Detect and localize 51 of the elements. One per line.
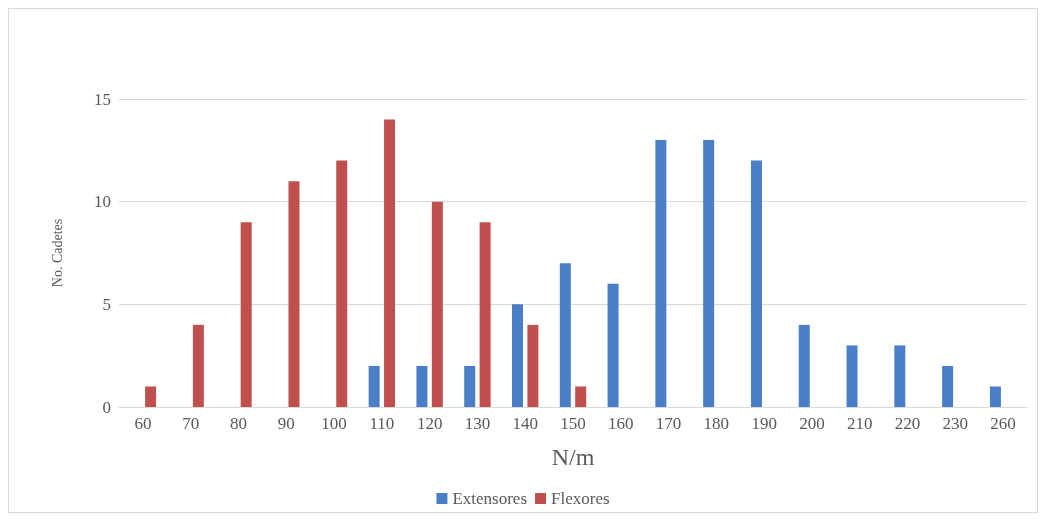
y-tick-label: 10 xyxy=(94,192,111,212)
bar xyxy=(703,140,715,407)
bar xyxy=(145,386,157,407)
legend-label: Flexores xyxy=(551,489,610,508)
bar xyxy=(894,345,906,407)
x-tick-label: 70 xyxy=(182,414,200,433)
x-tick-label: 130 xyxy=(464,414,491,433)
bar xyxy=(192,324,204,407)
x-tick-label: 150 xyxy=(560,414,586,433)
bar xyxy=(559,263,571,407)
bar xyxy=(798,324,810,407)
x-tick-label: 170 xyxy=(655,414,682,433)
bar xyxy=(846,345,858,407)
x-tick-label: 180 xyxy=(703,414,730,433)
y-axis-title: No. Cadetes xyxy=(49,218,65,288)
x-tick-label: 90 xyxy=(277,414,295,433)
x-tick-label: 210 xyxy=(846,414,873,433)
bar xyxy=(750,160,762,407)
bar xyxy=(384,119,396,407)
bar xyxy=(942,365,954,407)
x-tick-label: 260 xyxy=(990,414,1016,433)
bar xyxy=(655,140,667,407)
bar xyxy=(989,386,1001,407)
y-tick-label: 5 xyxy=(102,294,111,314)
bar xyxy=(527,324,539,407)
y-tick-label: 15 xyxy=(94,89,111,109)
legend-label: Extensores xyxy=(452,489,528,508)
bar xyxy=(431,201,443,407)
bar xyxy=(416,365,428,407)
x-tick-label: 120 xyxy=(416,414,443,433)
bar xyxy=(336,160,348,407)
x-tick-label: 230 xyxy=(942,414,969,433)
x-tick-label: 140 xyxy=(512,414,538,433)
bar xyxy=(368,365,380,407)
x-tick-label: 220 xyxy=(894,414,921,433)
x-tick-label: 60 xyxy=(134,414,152,433)
bar xyxy=(479,222,491,407)
y-tick-label: 0 xyxy=(102,397,111,417)
bar xyxy=(240,222,252,407)
x-tick-label: 80 xyxy=(229,414,247,433)
x-tick-label: 190 xyxy=(751,414,777,433)
x-tick-label: 200 xyxy=(799,414,825,433)
x-tick-label: 100 xyxy=(321,414,347,433)
bar xyxy=(607,283,619,407)
x-axis-title: N/m xyxy=(551,444,595,470)
bar xyxy=(464,365,476,407)
bar xyxy=(288,181,300,407)
x-tick-label: 110 xyxy=(369,414,395,433)
bar xyxy=(512,304,524,407)
bar xyxy=(575,386,587,407)
x-tick-label: 160 xyxy=(608,414,634,433)
